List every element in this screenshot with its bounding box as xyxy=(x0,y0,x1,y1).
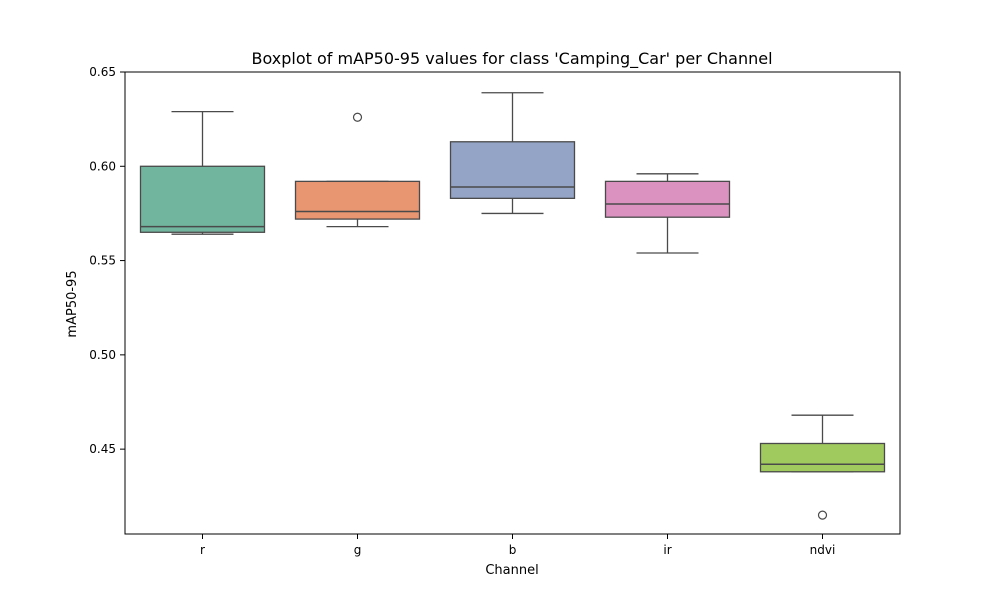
plot-area xyxy=(139,92,886,520)
y-tick-label: 0.55 xyxy=(89,254,116,268)
y-tick-label: 0.65 xyxy=(89,65,116,79)
y-tick-label: 0.60 xyxy=(89,159,116,173)
iqr-box xyxy=(294,180,421,220)
box-g xyxy=(294,112,421,228)
y-tick-label: 0.45 xyxy=(89,442,116,456)
chart-title: Boxplot of mAP50-95 values for class 'Ca… xyxy=(251,49,772,69)
x-tick-label: r xyxy=(200,543,205,557)
box-ir xyxy=(604,173,731,254)
x-tick-label: ir xyxy=(663,543,671,557)
y-tick-label: 0.50 xyxy=(89,348,116,362)
box-ndvi xyxy=(759,414,886,520)
outlier-point xyxy=(352,112,363,122)
outlier-point xyxy=(817,510,828,520)
box-b xyxy=(449,92,576,215)
x-tick-label: g xyxy=(354,543,362,557)
iqr-box xyxy=(139,165,266,233)
x-axis-label: Channel xyxy=(485,563,538,578)
iqr-box xyxy=(604,180,731,218)
x-tick-label: b xyxy=(509,543,517,557)
box-r xyxy=(139,110,266,235)
axes: 0.45 0.50 0.55 0.60 0.65 r g b ir ndvi xyxy=(89,65,901,557)
x-tick-label: ndvi xyxy=(810,543,836,557)
iqr-box xyxy=(449,141,576,199)
iqr-box xyxy=(759,442,886,473)
y-axis-label: mAP50-95 xyxy=(65,270,80,337)
